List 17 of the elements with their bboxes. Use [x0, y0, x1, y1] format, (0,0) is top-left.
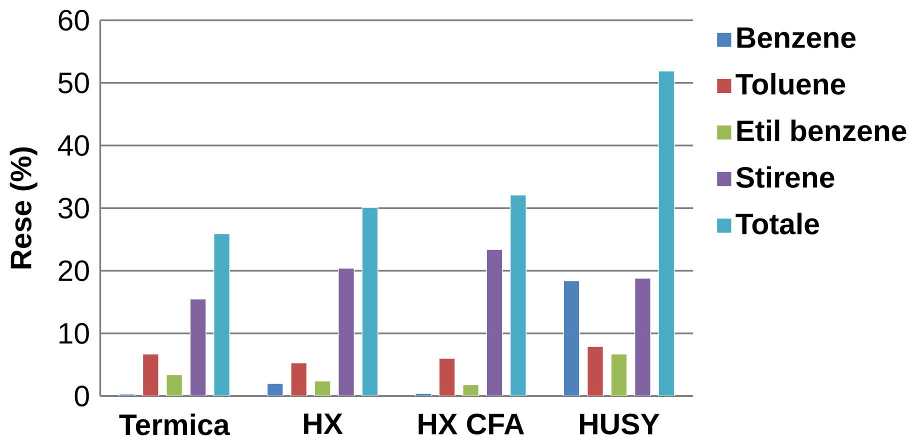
y-tick-label: 60 — [58, 10, 89, 31]
y-tick-label: 20 — [58, 260, 89, 282]
legend-label: Etil benzene — [737, 120, 906, 142]
y-tick-label: 0 — [74, 386, 89, 406]
x-tick-label: HUSY — [580, 414, 660, 434]
x-tick-label: HX CFA — [418, 414, 524, 434]
y-tick-label: 50 — [58, 72, 89, 94]
y-tick-label: 40 — [58, 135, 89, 156]
y-axis-title: Rese (%) — [10, 147, 38, 268]
legend-label: Benzene — [737, 27, 856, 48]
y-tick-label: 10 — [60, 322, 89, 344]
x-tick-label: HX — [304, 414, 343, 434]
legend-label: Totale — [736, 212, 819, 234]
legend-label: Toluene — [736, 73, 846, 95]
x-tick-label: Termica — [119, 414, 230, 436]
legend-label: Stirene — [736, 166, 834, 188]
y-tick-label: 30 — [58, 198, 89, 219]
